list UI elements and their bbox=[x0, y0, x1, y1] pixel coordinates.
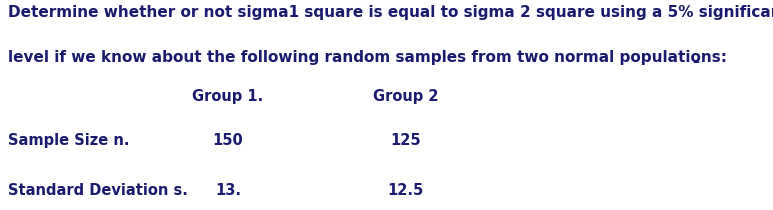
Text: 12.5: 12.5 bbox=[388, 183, 424, 198]
Text: –: – bbox=[692, 55, 699, 69]
Text: Standard Deviation s.: Standard Deviation s. bbox=[8, 183, 188, 198]
Text: Determine whether or not sigma1 square is equal to sigma 2 square using a 5% sig: Determine whether or not sigma1 square i… bbox=[8, 5, 773, 20]
Text: Group 2: Group 2 bbox=[373, 89, 438, 104]
Text: Sample Size n.: Sample Size n. bbox=[8, 133, 129, 148]
Text: level if we know about the following random samples from two normal populations:: level if we know about the following ran… bbox=[8, 50, 727, 65]
Text: 125: 125 bbox=[390, 133, 421, 148]
Text: 13.: 13. bbox=[215, 183, 241, 198]
Text: Group 1.: Group 1. bbox=[192, 89, 264, 104]
Text: 150: 150 bbox=[213, 133, 243, 148]
